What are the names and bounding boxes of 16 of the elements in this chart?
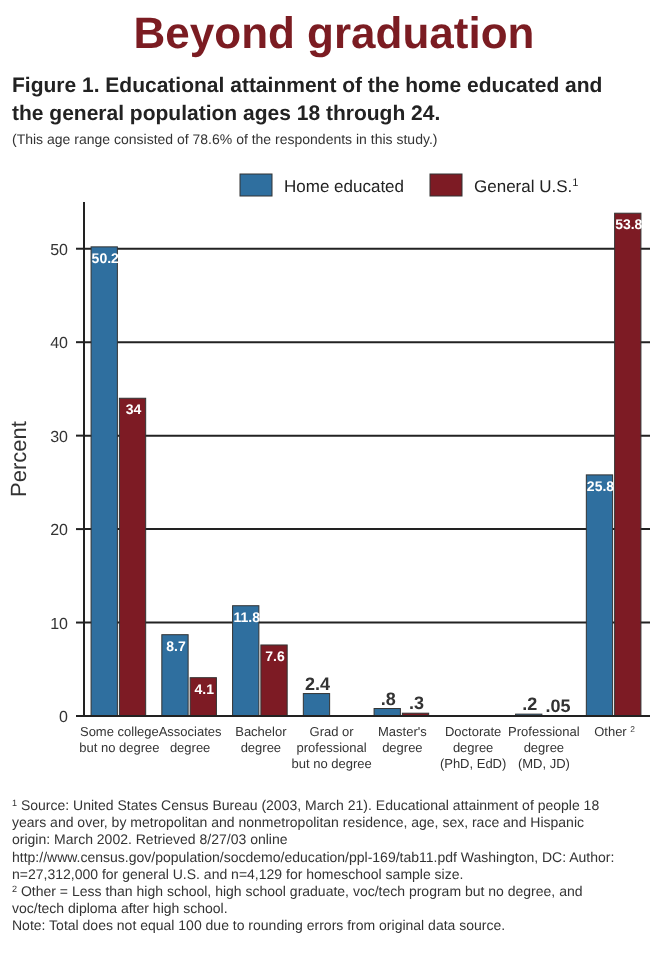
data-label: 2.4 [304,673,330,694]
chart-subtitle: Figure 1. Educational attainment of the home educated and the general population ages 18 through 24. [12,74,603,126]
y-tick-label: 10 [50,614,70,633]
data-label: .05 [545,695,571,716]
legend-label: General U.S.$^{1}$ [474,176,579,196]
y-tick-label: 50 [50,240,70,259]
data-label: .3 [409,693,425,714]
y-axis-title: Percent [8,421,32,497]
y-tick-label: 0 [59,708,70,726]
chart-title: Beyond graduation [133,8,535,58]
y-tick-label: 40 [50,334,70,353]
data-label: .2 [522,694,538,715]
data-label: .8 [380,688,396,709]
y-tick-label: 30 [50,427,70,446]
y-tick-label: 20 [50,521,70,540]
legend-label: Home educated [284,176,405,196]
